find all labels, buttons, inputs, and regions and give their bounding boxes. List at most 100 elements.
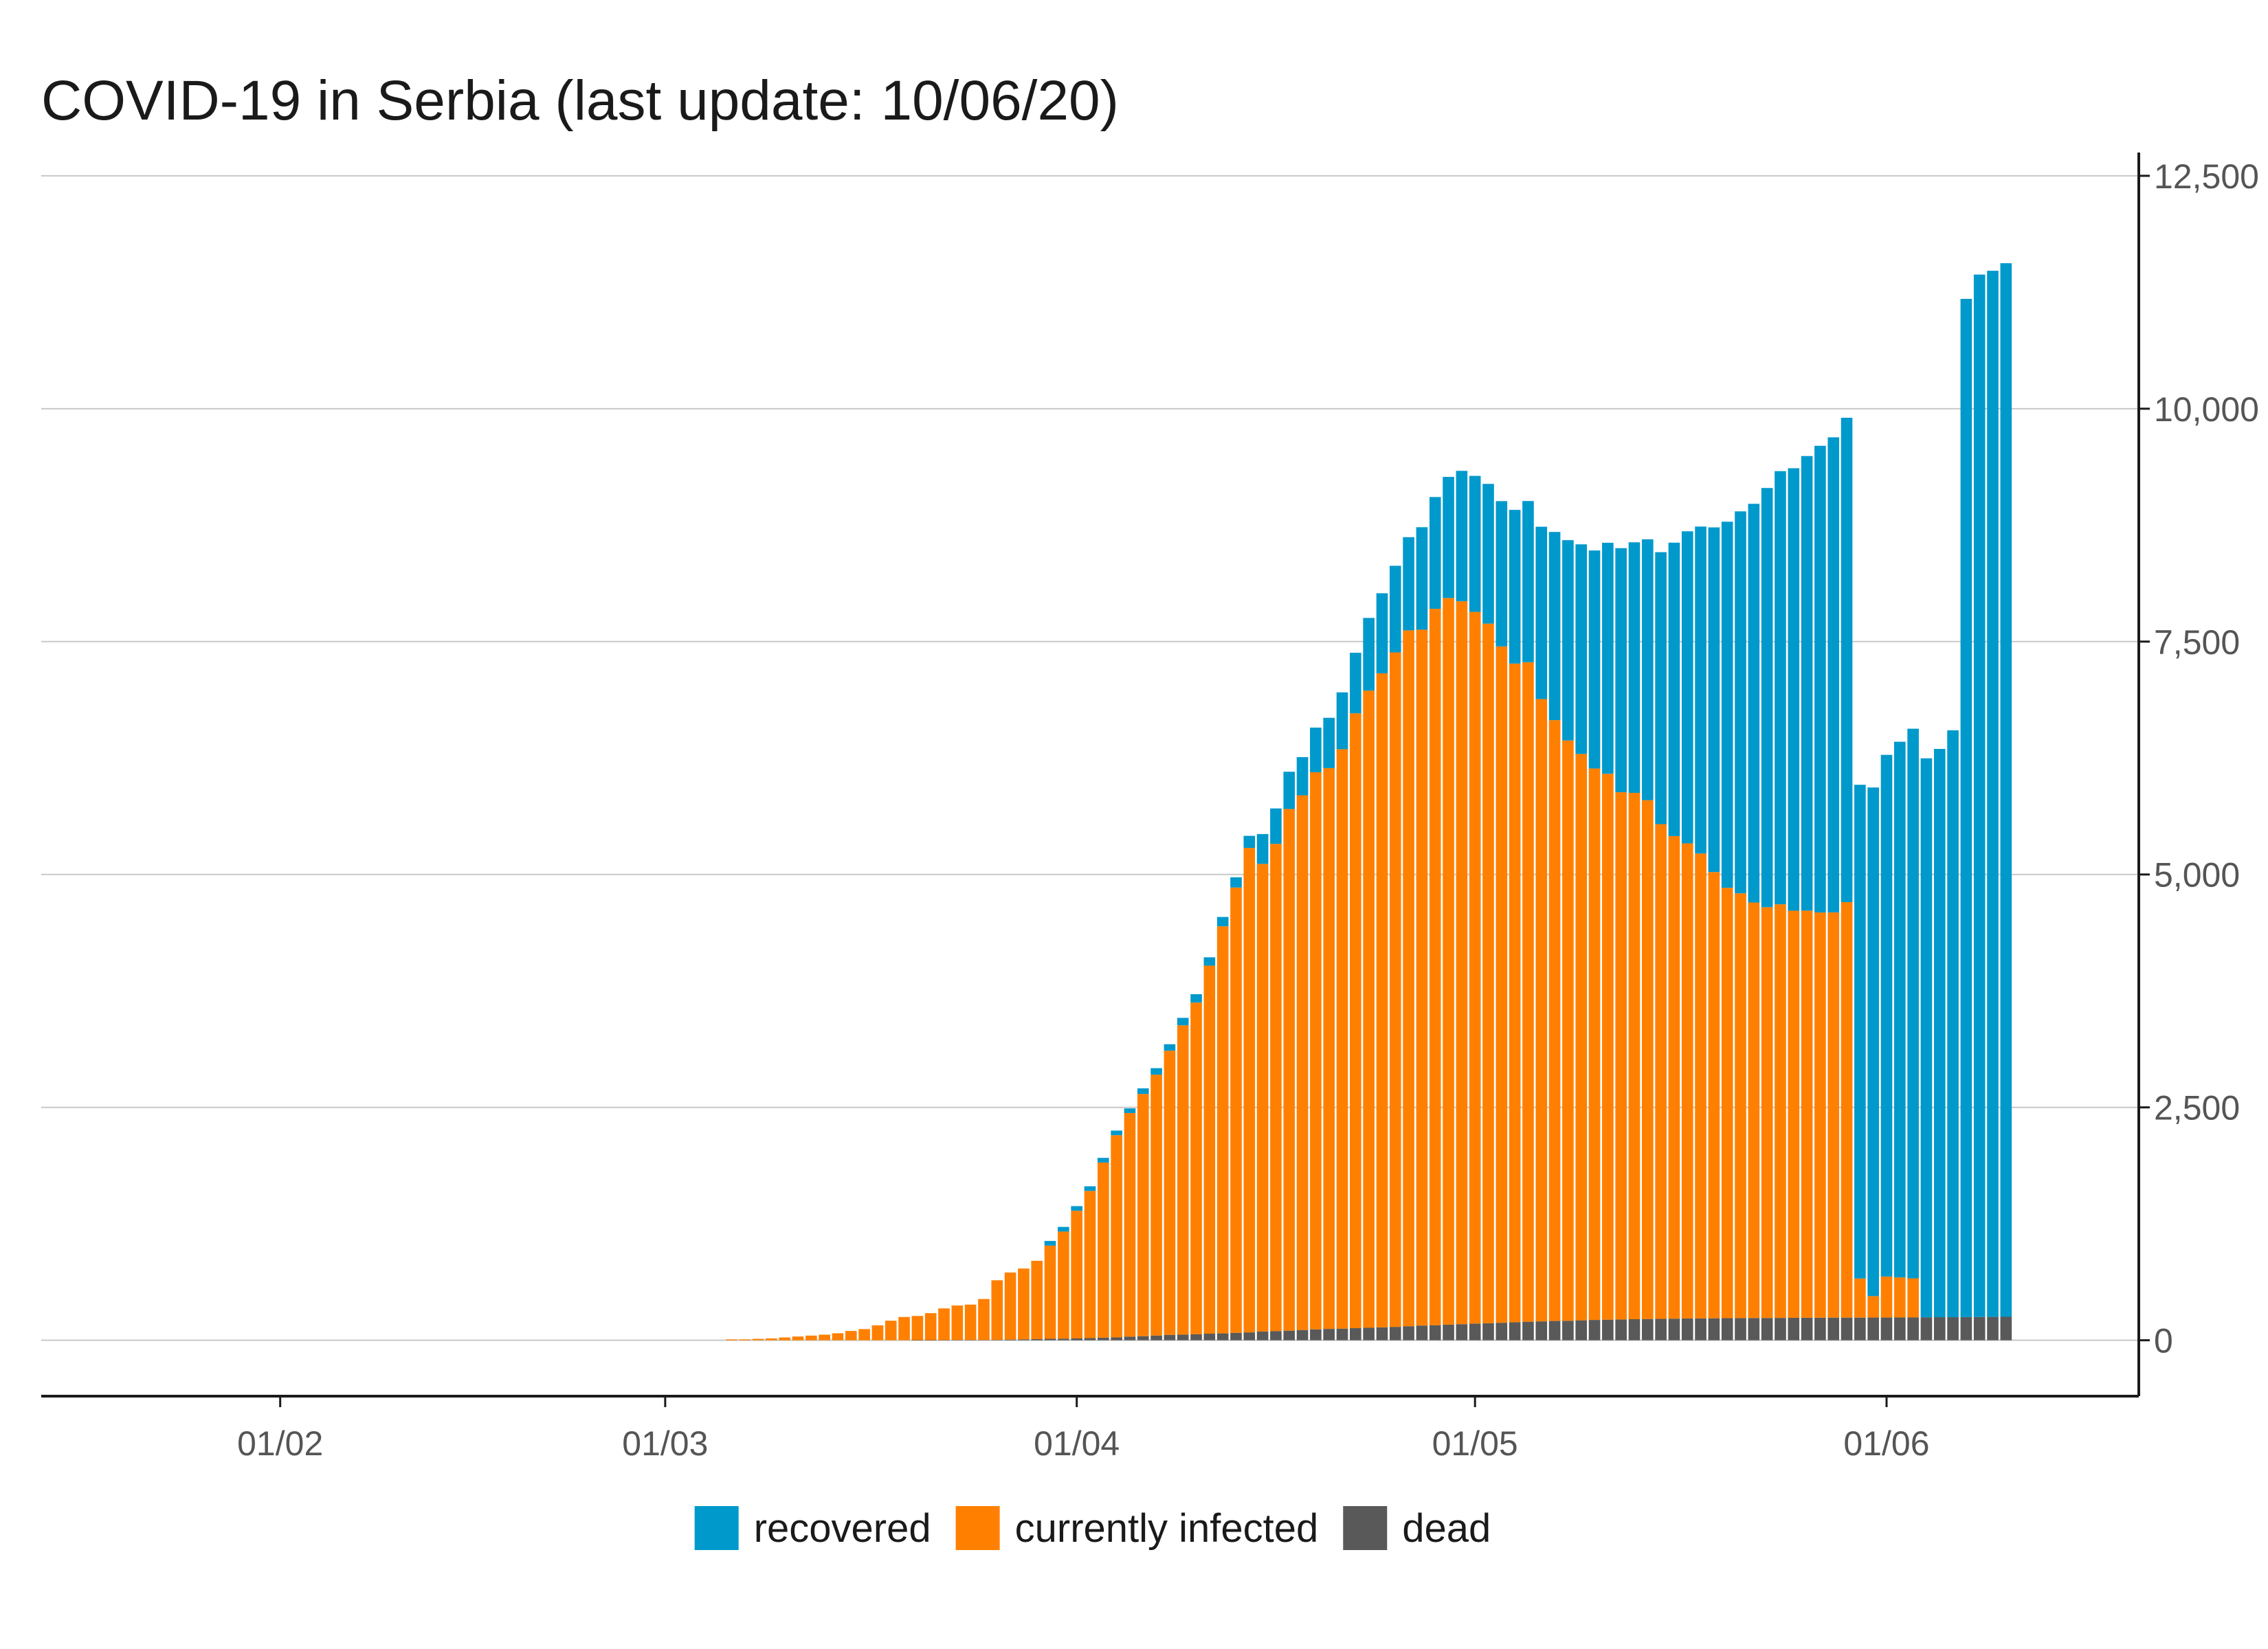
dead-bar — [1376, 1327, 1388, 1340]
recovered-bar — [1363, 618, 1375, 691]
dead-bar — [1296, 1330, 1309, 1340]
recovered-bar — [1469, 475, 1481, 612]
bars — [726, 263, 2012, 1341]
y-tick-label: 5,000 — [2154, 856, 2240, 895]
recovered-bar — [1243, 835, 1256, 849]
infected-bar — [1681, 843, 1693, 1319]
dead-bar — [1535, 1321, 1548, 1340]
recovered-bar — [1695, 526, 1706, 854]
infected-bar — [766, 1338, 777, 1340]
infected-bar — [1482, 623, 1494, 1323]
infected-bar — [1216, 926, 1229, 1334]
infected-bar — [1867, 1296, 1879, 1318]
recovered-bar — [1403, 537, 1414, 631]
dead-bar — [1854, 1317, 1866, 1340]
legend-swatch — [1343, 1506, 1388, 1550]
infected-bar — [1522, 662, 1534, 1322]
x-tick-label: 01/02 — [237, 1424, 323, 1463]
recovered-bar — [1893, 741, 1906, 1278]
axes — [41, 153, 2140, 1398]
dead-bar — [1548, 1321, 1561, 1340]
infected-bar — [1655, 824, 1667, 1319]
dead-bar — [1482, 1323, 1494, 1340]
infected-bar — [1044, 1245, 1056, 1339]
dead-bar — [1323, 1329, 1335, 1340]
recovered-bar — [1721, 521, 1733, 888]
dead-bar — [1668, 1319, 1680, 1340]
infected-bar — [1496, 646, 1508, 1323]
recovered-bar — [1641, 539, 1654, 800]
recovered-bar — [1443, 477, 1454, 598]
infected-bar — [1907, 1278, 1919, 1318]
recovered-bar — [1190, 994, 1202, 1003]
legend: recovered currently infected dead — [694, 1506, 1491, 1551]
recovered-bar — [1177, 1018, 1189, 1026]
infected-bar — [1748, 902, 1760, 1319]
dead-bar — [1216, 1333, 1229, 1340]
recovered-bar — [1310, 727, 1322, 773]
dead-bar — [1177, 1334, 1189, 1340]
legend-item: recovered — [694, 1506, 931, 1551]
recovered-bar — [2000, 263, 2012, 1317]
infected-bar — [1575, 754, 1588, 1321]
dead-bar — [1841, 1317, 1853, 1340]
dead-bar — [1788, 1317, 1800, 1340]
infected-bar — [1350, 713, 1361, 1329]
infected-bar — [1841, 902, 1853, 1318]
recovered-bar — [1628, 542, 1641, 793]
infected-bar — [1801, 910, 1813, 1318]
infected-bar — [978, 1299, 990, 1340]
infected-bar — [1854, 1278, 1866, 1318]
recovered-bar — [1827, 437, 1840, 912]
recovered-bar — [1270, 808, 1282, 844]
infected-bar — [1031, 1261, 1043, 1339]
recovered-bar — [1044, 1241, 1056, 1246]
recovered-bar — [1947, 730, 1959, 1318]
infected-bar — [1296, 795, 1309, 1330]
recovered-bar — [1098, 1158, 1109, 1163]
infected-bar — [938, 1308, 950, 1340]
dead-bar — [1562, 1321, 1574, 1340]
infected-bar — [1098, 1162, 1109, 1338]
infected-bar — [1429, 609, 1441, 1325]
infected-bar — [1775, 904, 1786, 1319]
dead-bar — [1350, 1328, 1361, 1340]
chart-title: COVID-19 in Serbia (last update: 10/06/2… — [41, 69, 1119, 132]
infected-bar — [792, 1336, 804, 1340]
infected-bar — [1548, 720, 1561, 1321]
recovered-bar — [1973, 274, 1986, 1317]
recovered-bar — [1416, 527, 1428, 630]
infected-bar — [1721, 888, 1733, 1319]
recovered-bar — [1562, 540, 1574, 741]
recovered-bar — [1535, 526, 1548, 699]
infected-bar — [739, 1339, 751, 1340]
infected-bar — [1137, 1094, 1149, 1336]
infected-bar — [1004, 1272, 1016, 1340]
infected-bar — [1111, 1135, 1122, 1338]
legend-swatch — [694, 1506, 739, 1550]
legend-label: dead — [1402, 1506, 1491, 1551]
recovered-bar — [1788, 468, 1800, 911]
recovered-bar — [1256, 833, 1269, 864]
infected-bar — [1323, 767, 1335, 1330]
recovered-bar — [1216, 917, 1229, 927]
recovered-bar — [1496, 501, 1508, 647]
dead-bar — [1509, 1322, 1521, 1340]
recovered-bar — [1296, 756, 1309, 796]
recovered-bar — [1509, 510, 1521, 664]
infected-bar — [1735, 893, 1746, 1319]
y-tick-label: 0 — [2154, 1322, 2173, 1360]
infected-bar — [1071, 1211, 1082, 1338]
recovered-bar — [1854, 785, 1866, 1279]
dead-bar — [1602, 1319, 1614, 1340]
infected-bar — [1150, 1075, 1162, 1336]
dead-bar — [1389, 1327, 1401, 1340]
y-tick-label: 7,500 — [2154, 623, 2240, 662]
dead-bar — [1641, 1319, 1654, 1340]
dead-bar — [1203, 1334, 1216, 1340]
recovered-bar — [1137, 1088, 1149, 1095]
dead-bar — [911, 1340, 924, 1341]
infected-bar — [871, 1325, 884, 1340]
recovered-bar — [1071, 1206, 1082, 1211]
